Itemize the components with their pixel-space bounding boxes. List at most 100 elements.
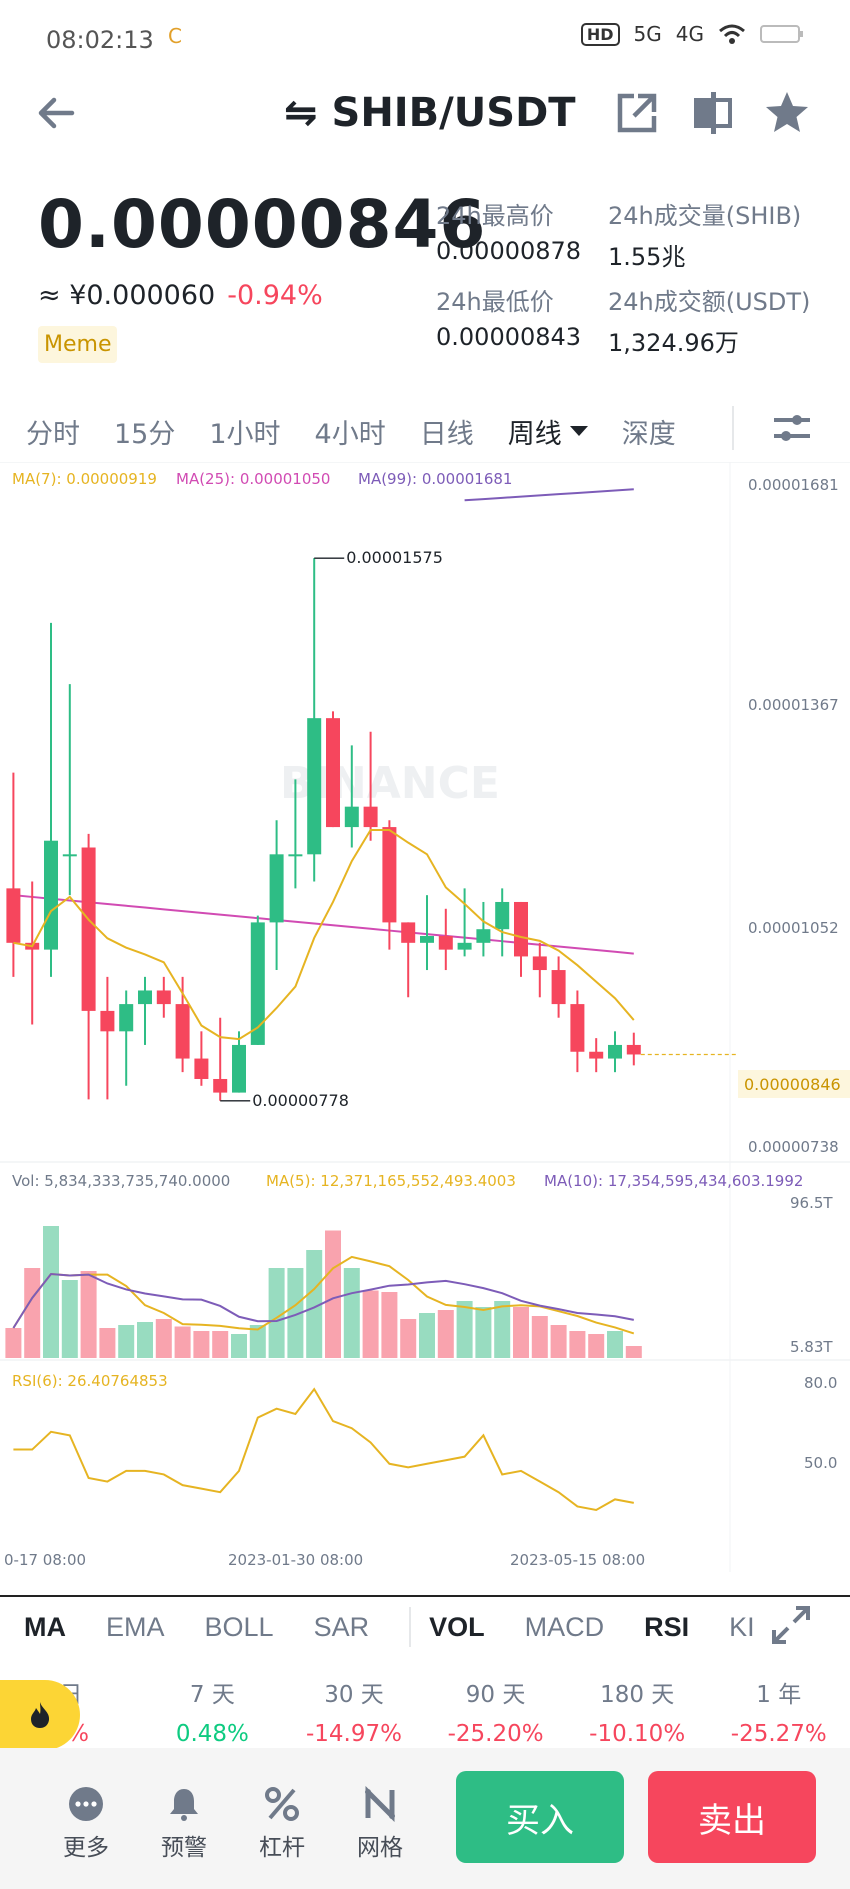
ind-ma[interactable]: MA [24, 1611, 66, 1642]
candle-body [608, 1044, 622, 1059]
alert-button[interactable]: 预警 [144, 1786, 224, 1862]
perf-value: 0.48% [175, 1721, 249, 1747]
percent-icon [265, 1787, 299, 1821]
cny-price: ≈ ¥0.000060 [38, 280, 216, 311]
grid-button[interactable]: 网格 [340, 1786, 420, 1862]
volume-bar [5, 1328, 22, 1358]
candle-body [438, 936, 453, 950]
ind-ema[interactable]: EMA [106, 1611, 165, 1642]
current-price-box [738, 1070, 850, 1098]
alert-label: 预警 [161, 1835, 207, 1861]
tab-1d[interactable]: 日线 [419, 418, 474, 450]
price-tick: 0.00001681 [748, 476, 839, 494]
time-label: 0-17 08:00 [4, 1551, 86, 1569]
tab-1w-label: 周线 [507, 418, 562, 450]
kline-chart[interactable]: BINANCE MA(7): 0.00000919 MA(25): 0.0000… [0, 462, 850, 1572]
signal-5g-icon: 5G [633, 22, 662, 46]
volume-bar [231, 1334, 247, 1358]
high-marker-label: 0.00001575 [346, 548, 443, 567]
volume-bar [287, 1268, 304, 1358]
candle-body [626, 1044, 641, 1055]
volume-bar [137, 1322, 153, 1358]
perf-label: 7 天 [189, 1682, 235, 1708]
leverage-button[interactable]: 杠杆 [242, 1786, 322, 1862]
pair-name: SHIB/USDT [331, 90, 576, 136]
stat-24h-volume: 24h成交量(SHIB) 1.55兆 [608, 196, 801, 272]
volume-bar [24, 1268, 41, 1358]
tab-15m[interactable]: 15分 [114, 418, 176, 450]
back-arrow-icon[interactable] [32, 88, 82, 138]
candle-body [344, 806, 359, 828]
tab-1h[interactable]: 1小时 [209, 418, 281, 450]
more-button[interactable]: 更多 [46, 1786, 126, 1862]
stat-24h-amount: 24h成交额(USDT) 1,324.96万 [608, 282, 810, 358]
interval-tabs: 分时 15分 1小时 4小时 日线 周线 深度 [0, 405, 850, 457]
extreme-markers [220, 557, 738, 1102]
volume-bar [193, 1331, 210, 1358]
candle-body [232, 1044, 246, 1093]
ma99-legend: MA(99): 0.00001681 [358, 470, 512, 488]
signal-4g-icon: 4G [675, 22, 704, 46]
price-tick: 0.00000738 [748, 1138, 839, 1156]
volume-bar [268, 1268, 285, 1358]
sell-button[interactable]: 卖出 [648, 1771, 816, 1863]
volume-bar [419, 1313, 435, 1358]
chart-settings-icon[interactable] [772, 408, 812, 448]
candle-body [514, 901, 528, 957]
time-label: 2023-05-15 08:00 [510, 1551, 645, 1569]
ma99-line [464, 488, 634, 502]
ind-kdj[interactable]: KI [729, 1611, 755, 1642]
grid-label: 网格 [357, 1835, 403, 1861]
pair-title[interactable]: ⇋ SHIB/USDT [284, 90, 576, 136]
compare-icon[interactable] [688, 88, 738, 138]
tab-1w[interactable]: 周线 [508, 412, 588, 451]
tab-timeline[interactable]: 分时 [26, 418, 80, 450]
performance-row: 日 0% 7 天 0.48% 30 天 -14.97% 90 天 -25.20%… [0, 1675, 850, 1747]
candle-body [326, 718, 340, 828]
favorite-star-icon[interactable] [762, 88, 812, 138]
candle-body [307, 718, 322, 855]
volume-bar [475, 1307, 492, 1358]
perf-30d: 30 天 -14.97% [283, 1675, 425, 1747]
hot-floating-button[interactable] [0, 1680, 80, 1750]
ind-macd[interactable]: MACD [524, 1611, 605, 1642]
share-icon[interactable] [612, 88, 662, 138]
low-marker-label: 0.00000778 [252, 1091, 349, 1110]
candle-body [213, 1078, 228, 1093]
perf-value: -25.27% [730, 1721, 827, 1747]
candle-body [6, 888, 21, 943]
volume-bar [531, 1316, 548, 1358]
candle-body [62, 854, 77, 857]
tag-badge[interactable]: Meme [38, 326, 118, 363]
divider [409, 1607, 412, 1647]
ind-sar[interactable]: SAR [313, 1611, 370, 1642]
buy-button[interactable]: 买入 [456, 1771, 624, 1863]
rsi-tick-80: 80.0 [804, 1374, 837, 1392]
volume-bar [155, 1319, 172, 1358]
candle-body [495, 901, 510, 930]
ma7-legend: MA(7): 0.00000919 [12, 470, 157, 488]
candle-body [476, 929, 491, 943]
ind-vol[interactable]: VOL [429, 1611, 485, 1642]
perf-label: 90 天 [465, 1682, 526, 1708]
volume-bar [99, 1328, 116, 1358]
fullscreen-icon[interactable] [770, 1604, 812, 1646]
volume-bar [325, 1230, 341, 1358]
ind-rsi[interactable]: RSI [644, 1611, 690, 1642]
volume-bar [494, 1301, 511, 1358]
volume-bar [212, 1331, 229, 1358]
candle-body [551, 970, 566, 1005]
volume-bar [249, 1325, 266, 1358]
candle-body [44, 840, 58, 950]
time-label: 2023-01-30 08:00 [228, 1551, 363, 1569]
battery-icon [760, 25, 803, 43]
tab-depth[interactable]: 深度 [621, 418, 676, 450]
perf-label: 1 年 [756, 1682, 802, 1708]
rsi-legend: RSI(6): 26.40764853 [12, 1372, 168, 1390]
volume-bar [607, 1331, 623, 1358]
vol-ma10-polyline [12, 1272, 634, 1329]
indicator-tabs: MA EMA BOLL SAR VOL MACD RSI KI [0, 1595, 850, 1657]
candle-body [81, 847, 96, 1011]
ind-boll[interactable]: BOLL [204, 1611, 274, 1642]
tab-4h[interactable]: 4小时 [314, 418, 386, 450]
